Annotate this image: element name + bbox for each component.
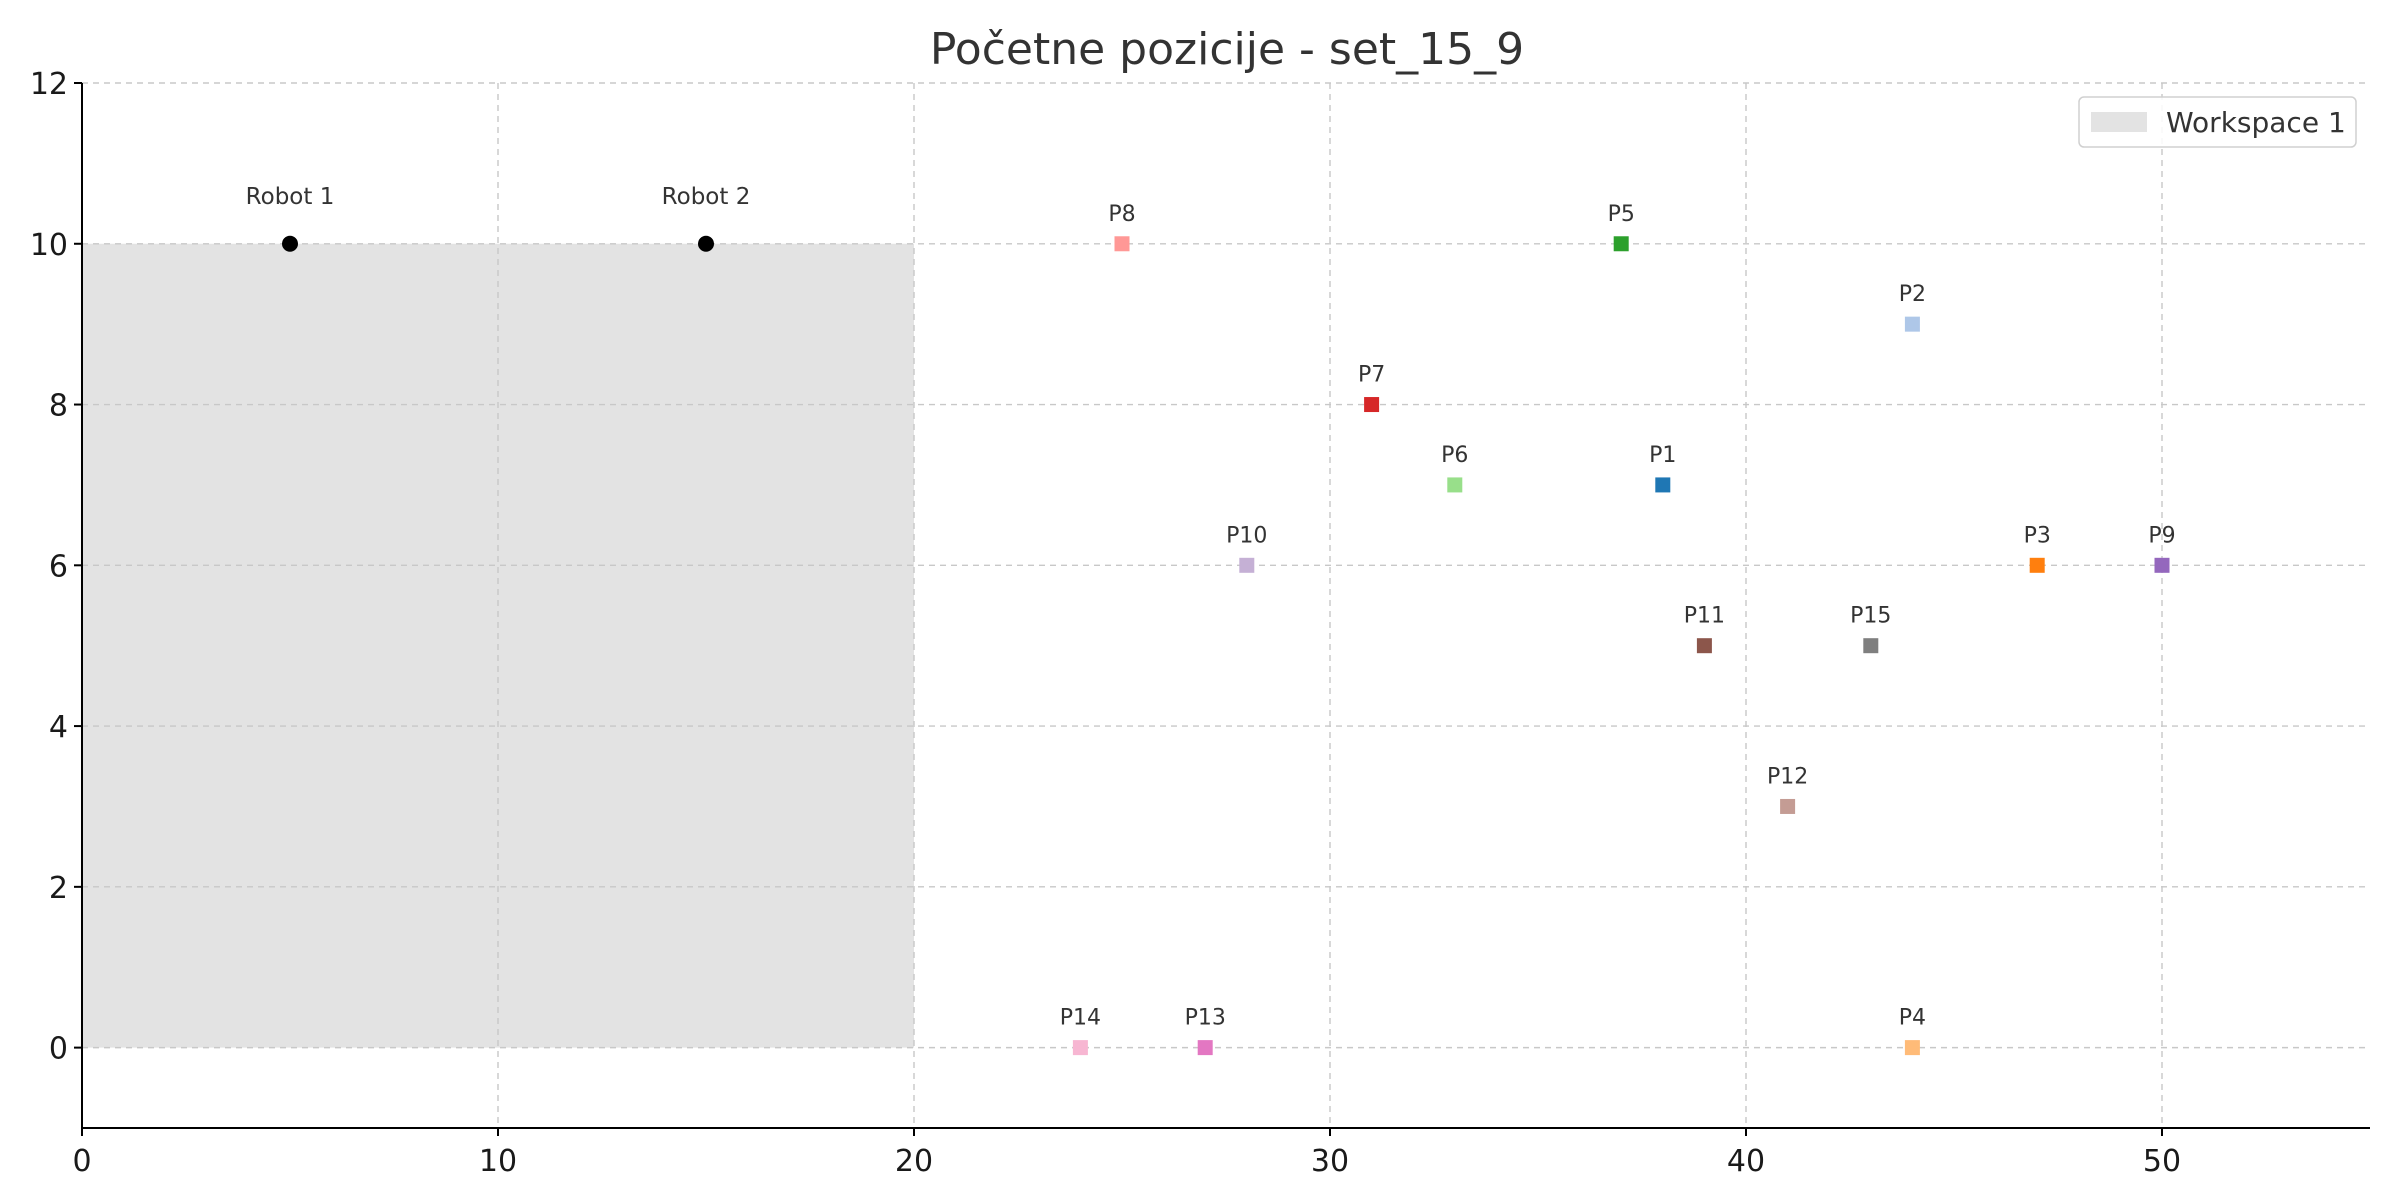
x-tick-label: 20 [895, 1144, 933, 1179]
y-tick-label: 4 [49, 710, 68, 745]
point-label-p14: P14 [1060, 1006, 1101, 1031]
x-tick-label: 40 [1727, 1144, 1765, 1179]
point-label-p1: P1 [1649, 443, 1676, 468]
point-marker-p4 [1904, 1040, 1920, 1056]
y-tick-label: 2 [49, 871, 68, 906]
point-label-p7: P7 [1358, 363, 1385, 388]
point-marker-p5 [1613, 236, 1629, 252]
point-label-p12: P12 [1767, 764, 1808, 789]
point-label-p11: P11 [1684, 604, 1725, 629]
x-tick-label: 30 [1311, 1144, 1349, 1179]
y-tick-label: 6 [49, 549, 68, 584]
point-label-p10: P10 [1226, 523, 1267, 548]
point-marker-p6 [1447, 477, 1463, 493]
point-marker-p7 [1364, 397, 1380, 413]
legend-label: Workspace 1 [2166, 106, 2346, 139]
x-tick-label: 50 [2143, 1144, 2181, 1179]
point-label-p8: P8 [1108, 202, 1135, 227]
x-tick-label: 10 [479, 1144, 517, 1179]
legend-box [2078, 96, 2357, 148]
point-label-p9: P9 [2148, 523, 2175, 548]
robot-label-2: Robot 2 [662, 184, 751, 210]
y-tick-label: 10 [30, 228, 68, 263]
point-label-p3: P3 [2024, 523, 2051, 548]
point-marker-p13 [1197, 1040, 1213, 1056]
robot-marker-2 [698, 235, 714, 252]
grid-layer [82, 82, 2370, 1128]
point-label-p6: P6 [1441, 443, 1468, 468]
point-marker-p9 [2154, 557, 2170, 573]
legend-swatch [2091, 112, 2147, 132]
y-tick-label: 0 [49, 1032, 68, 1067]
point-marker-p10 [1239, 557, 1255, 573]
point-marker-p8 [1114, 236, 1130, 252]
point-marker-p11 [1696, 638, 1712, 654]
x-tick-label: 0 [72, 1144, 91, 1179]
point-label-p5: P5 [1608, 202, 1635, 227]
point-label-p4: P4 [1899, 1006, 1926, 1031]
legend: Workspace 1 [2078, 96, 2357, 148]
point-marker-p14 [1072, 1040, 1088, 1056]
y-tick-label: 8 [49, 389, 68, 424]
point-label-p15: P15 [1850, 604, 1891, 629]
robot-label-1: Robot 1 [246, 184, 335, 210]
axes-layer: 0 10 20 30 40 50 0 2 4 6 8 10 12 [30, 67, 2370, 1179]
point-marker-p15 [1863, 638, 1879, 654]
point-marker-p1 [1655, 477, 1671, 493]
marks-layer: Robot 1 Robot 2 P1 P2 P3 P4 P5 P6 P7 P8 P9 P10 P11 P1… [246, 184, 2176, 1056]
point-marker-p2 [1904, 316, 1920, 332]
y-tick-label: 12 [30, 67, 68, 102]
robot-marker-1 [282, 235, 298, 252]
point-marker-p3 [2029, 557, 2045, 573]
point-label-p13: P13 [1185, 1006, 1226, 1031]
point-marker-p12 [1780, 798, 1796, 814]
point-label-p2: P2 [1899, 282, 1926, 307]
chart-title: Početne pozicije - set_15_9 [930, 24, 1524, 75]
